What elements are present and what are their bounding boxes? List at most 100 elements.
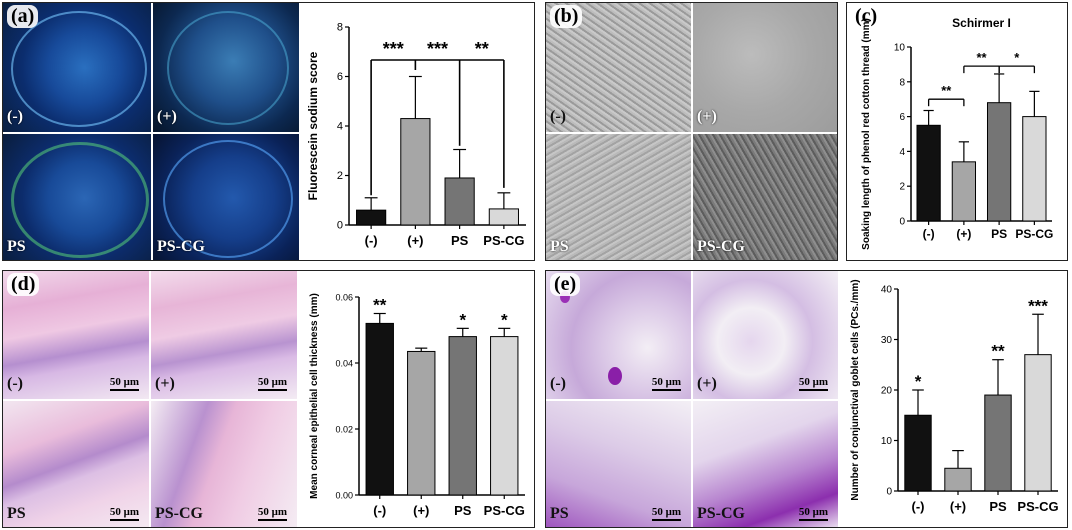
bar xyxy=(407,350,436,496)
y-tick-label: 0.06 xyxy=(335,293,353,303)
bar xyxy=(984,394,1012,492)
chart-c: 0 2 4 6 8 10 Soaking length of phenol red cott… xyxy=(861,16,1053,250)
significance-marker: *** xyxy=(1028,296,1048,315)
conjunctiva-section-positive: (+) 50 μm xyxy=(693,271,838,399)
y-tick-label: 0 xyxy=(337,220,343,232)
tile-label: (+) xyxy=(697,108,717,125)
tile-label: (+) xyxy=(155,375,175,392)
x-tick-label: (+) xyxy=(950,499,966,514)
x-tick-label: (+) xyxy=(956,227,971,241)
y-tick-label: 0.00 xyxy=(335,491,353,501)
x-tick-label: (-) xyxy=(365,233,378,248)
scale-bar: 50 μm xyxy=(257,376,287,391)
y-axis-label: Soaking length of phenol red cotton thre… xyxy=(861,18,872,250)
x-tick-label: (+) xyxy=(407,233,423,248)
y-tick-label: 6 xyxy=(337,71,343,83)
tile-label: (+) xyxy=(697,375,717,392)
bar xyxy=(1024,354,1052,492)
bar xyxy=(951,161,977,222)
cornea-section-positive: (+) 50 μm xyxy=(151,271,297,399)
bar xyxy=(986,102,1012,222)
panel-a: (-) (+) PS PS-CG (a) 0 2 4 6 8 Fluorescein so… xyxy=(2,2,535,261)
x-tick-label: PS xyxy=(451,233,469,248)
bar xyxy=(1022,116,1047,222)
tile-label: PS-CG xyxy=(697,238,745,255)
y-tick-label: 0 xyxy=(899,217,905,228)
cell-image-ps-cg: PS-CG xyxy=(693,134,837,260)
x-tick-label: (+) xyxy=(413,503,429,518)
cell-image-ps: PS xyxy=(546,134,691,260)
eye-photo-ps: PS xyxy=(3,134,151,260)
bar xyxy=(490,336,519,496)
y-axis-label: Fluorescein sodium score xyxy=(306,51,320,200)
bar xyxy=(448,336,477,496)
scale-bar: 50 μm xyxy=(257,506,287,521)
significance-marker: *** xyxy=(427,39,448,59)
y-axis-label: Number of conjunctival goblet cells (PCs… xyxy=(850,279,861,500)
panel-d: (-) 50 μm (+) 50 μm PS 50 μm PS-CG 50 μm… xyxy=(2,270,535,528)
tile-label: PS xyxy=(7,238,26,255)
tile-label: (-) xyxy=(550,108,566,125)
panel-label: (b) xyxy=(550,5,583,28)
y-tick-label: 8 xyxy=(899,77,905,88)
x-tick-label: PS-CG xyxy=(483,233,524,248)
tile-label: PS-CG xyxy=(157,238,205,255)
conjunctiva-section-ps-cg: PS-CG 50 μm xyxy=(693,401,838,527)
x-tick-label: PS-CG xyxy=(1015,227,1053,241)
bar xyxy=(488,208,519,226)
y-axis-label: Mean corneal epithelial cell thickness (… xyxy=(309,293,320,499)
significance-marker: ** xyxy=(991,342,1005,361)
bar xyxy=(400,118,431,226)
x-tick-label: PS-CG xyxy=(484,503,525,518)
y-tick-label: 10 xyxy=(894,43,906,54)
tile-label: PS-CG xyxy=(697,505,745,522)
tile-label: (-) xyxy=(7,375,23,392)
y-tick-label: 30 xyxy=(881,335,893,346)
significance-marker: * xyxy=(915,372,922,391)
y-tick-label: 0.02 xyxy=(335,425,353,435)
x-tick-label: PS-CG xyxy=(1017,499,1058,514)
cell-image-positive: (+) xyxy=(693,3,837,132)
significance-marker: * xyxy=(1014,50,1020,65)
scale-bar: 50 μm xyxy=(109,506,139,521)
y-tick-label: 4 xyxy=(899,147,905,158)
significance-marker: ** xyxy=(475,39,489,59)
scale-bar: 50 μm xyxy=(798,376,828,391)
bar xyxy=(904,414,932,492)
y-tick-label: 0.04 xyxy=(335,359,353,369)
tile-label: (-) xyxy=(550,375,566,392)
y-tick-label: 6 xyxy=(899,112,905,123)
panel-label: (a) xyxy=(7,5,39,28)
cornea-section-ps: PS 50 μm xyxy=(3,401,149,527)
y-tick-label: 2 xyxy=(337,170,343,182)
panel-e: (-) 50 μm (+) 50 μm PS 50 μm PS-CG 50 μm… xyxy=(545,270,1068,528)
bar xyxy=(444,177,475,226)
y-tick-label: 20 xyxy=(881,386,893,397)
panel-c: (c) 0 2 4 6 8 10 Soaking length of phenol red … xyxy=(846,2,1068,261)
y-tick-label: 0 xyxy=(886,487,892,498)
y-tick-label: 40 xyxy=(881,285,893,296)
eye-photo-positive: (+) xyxy=(153,3,299,132)
significance-marker: ** xyxy=(976,50,987,65)
significance-marker: ** xyxy=(373,296,387,315)
x-tick-label: (-) xyxy=(923,227,935,241)
chart-e: 0 10 20 30 40 Number of conjunctival goblet c… xyxy=(850,279,1059,514)
tile-label: (+) xyxy=(157,108,177,125)
y-tick-label: 10 xyxy=(881,436,893,447)
bar xyxy=(916,124,941,222)
panel-label: (e) xyxy=(550,273,581,296)
tile-label: PS xyxy=(550,505,569,522)
x-tick-label: (-) xyxy=(912,499,925,514)
y-tick-label: 2 xyxy=(899,182,905,193)
tile-label: (-) xyxy=(7,108,23,125)
bar xyxy=(356,209,387,226)
cornea-section-ps-cg: PS-CG 50 μm xyxy=(151,401,297,527)
y-tick-label: 4 xyxy=(337,121,343,133)
tile-label: PS xyxy=(7,505,26,522)
tile-label: PS xyxy=(550,238,569,255)
panel-label: (d) xyxy=(7,273,40,296)
chart-d: 0.00 0.02 0.04 0.06 Mean corneal epithelial … xyxy=(309,293,525,518)
chart-title: Schirmer I xyxy=(952,16,1011,30)
x-tick-label: PS xyxy=(454,503,472,518)
scale-bar: 50 μm xyxy=(798,506,828,521)
